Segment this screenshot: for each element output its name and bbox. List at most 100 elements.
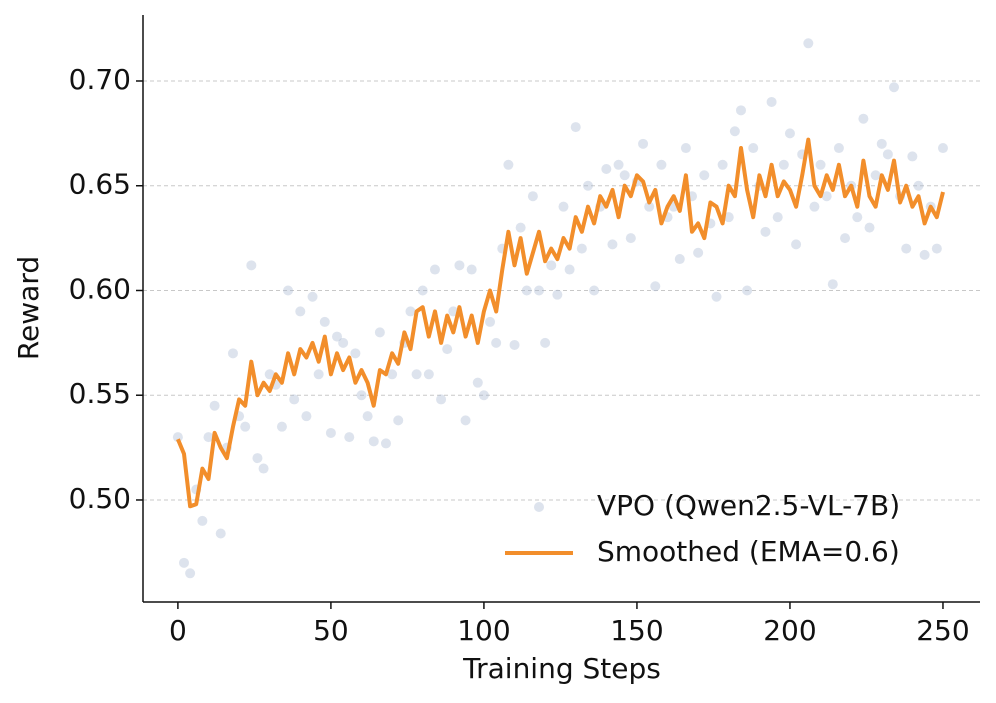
scatter-point [699, 170, 710, 181]
scatter-point [417, 285, 428, 296]
y-tick-label: 0.60 [69, 272, 131, 305]
scatter-point [472, 377, 483, 388]
scatter-point [313, 369, 324, 380]
scatter-point [656, 159, 667, 170]
scatter-point [374, 327, 385, 338]
scatter-point [601, 163, 612, 174]
x-tick-label: 100 [457, 614, 510, 647]
scatter-point [338, 337, 349, 348]
scatter-point [246, 260, 257, 271]
scatter-point [491, 337, 502, 348]
scatter-point [295, 306, 306, 317]
scatter-point [791, 239, 802, 250]
scatter-point [552, 289, 563, 300]
scatter-point [858, 113, 869, 124]
scatter-point [576, 243, 587, 254]
scatter-point [368, 436, 379, 447]
scatter-point [889, 82, 900, 93]
x-tick-label: 150 [610, 614, 663, 647]
scatter-point [778, 159, 789, 170]
scatter-point [319, 316, 330, 327]
scatter-point [503, 159, 514, 170]
scatter-point [478, 390, 489, 401]
scatter-point [387, 369, 398, 380]
x-axis-label: Training Steps [462, 652, 661, 685]
scatter-point [429, 264, 440, 275]
scatter-point [185, 568, 196, 579]
scatter-point [393, 415, 404, 426]
scatter-point [179, 557, 190, 568]
scatter-point [907, 151, 918, 162]
scatter-point [540, 337, 551, 348]
scatter-point [607, 239, 618, 250]
scatter-point [215, 528, 226, 539]
scatter-point [344, 432, 355, 443]
scatter-point [913, 180, 924, 191]
scatter-point [760, 226, 771, 237]
scatter-point [411, 369, 422, 380]
scatter-point [680, 143, 691, 154]
scatter-point [405, 306, 416, 317]
scatter-point [821, 191, 832, 202]
scatter-point [827, 279, 838, 290]
scatter-point [466, 264, 477, 275]
scatter-point [638, 138, 649, 149]
scatter-point [362, 411, 373, 422]
scatter-point [852, 212, 863, 223]
x-tick-label: 250 [916, 614, 969, 647]
scatter-point [350, 348, 361, 359]
y-axis-label: Reward [12, 256, 45, 360]
scatter-point [772, 212, 783, 223]
scatter-point [650, 281, 661, 292]
scatter-point [307, 291, 318, 302]
scatter-point [864, 222, 875, 233]
scatter-point [515, 222, 526, 233]
scatter-point [644, 201, 655, 212]
scatter-point [534, 285, 545, 296]
scatter-point [748, 143, 759, 154]
scatter-point [197, 515, 208, 526]
x-tick-label: 200 [763, 614, 816, 647]
y-tick-label: 0.70 [69, 63, 131, 96]
scatter-point [582, 180, 593, 191]
smoothed-line [176, 137, 945, 509]
scatter-point [332, 331, 343, 342]
scatter-point [625, 233, 636, 244]
scatter-point [301, 411, 312, 422]
scatter-point [882, 149, 893, 160]
y-tick-label: 0.65 [69, 168, 131, 201]
scatter-point [227, 348, 238, 359]
legend-label: Smoothed (EMA=0.6) [597, 535, 900, 568]
scatter-point [521, 285, 532, 296]
scatter-point [203, 432, 214, 443]
scatter-point [870, 170, 881, 181]
scatter-point [619, 170, 630, 181]
scatter-point [209, 400, 220, 411]
scatter-point [735, 105, 746, 116]
scatter-point [509, 339, 520, 350]
scatter-point [252, 453, 263, 464]
scatter-point [901, 243, 912, 254]
scatter-point [564, 264, 575, 275]
scatter-point [589, 285, 600, 296]
scatter-point [485, 316, 496, 327]
scatter-point [840, 233, 851, 244]
scatter-point [240, 421, 251, 432]
scatter-point [442, 344, 453, 355]
scatter-point [711, 291, 722, 302]
scatter-point [931, 243, 942, 254]
scatter-point [289, 394, 300, 405]
scatter-point [558, 201, 569, 212]
scatter-point [460, 415, 471, 426]
legend-label: VPO (Qwen2.5-VL-7B) [597, 489, 900, 522]
scatter-point [766, 96, 777, 107]
scatter-point [276, 421, 287, 432]
scatter-point [454, 260, 465, 271]
scatter-point [742, 285, 753, 296]
y-tick-label: 0.50 [69, 482, 131, 515]
scatter-point [693, 247, 704, 258]
scatter-point [613, 159, 624, 170]
scatter-point [546, 260, 557, 271]
legend-marker [534, 502, 544, 512]
